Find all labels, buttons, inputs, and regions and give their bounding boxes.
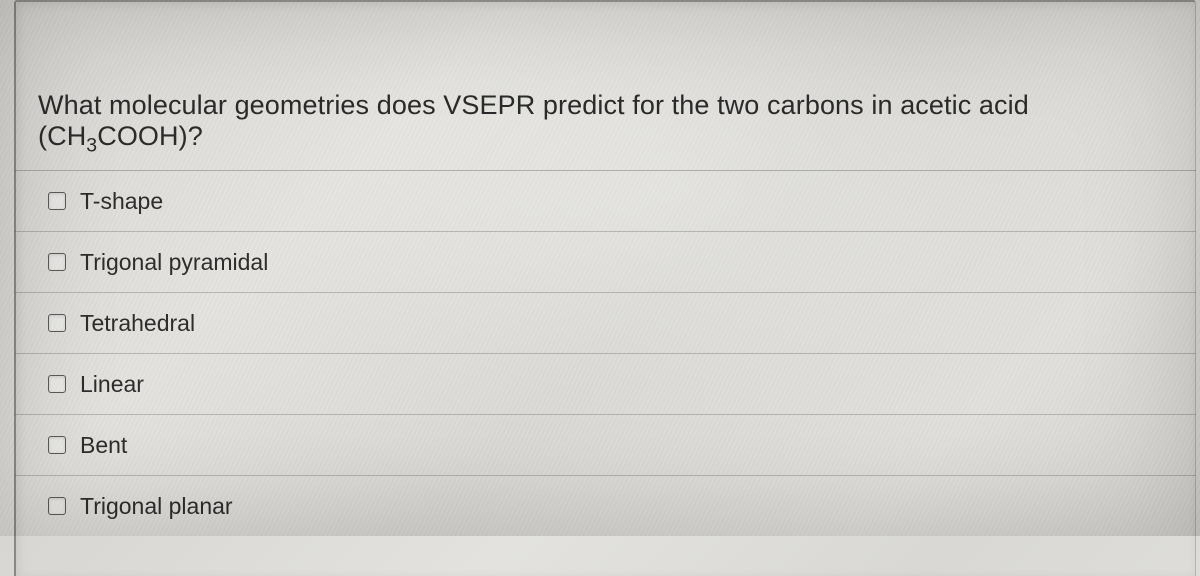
checkbox-icon[interactable] [48,436,66,454]
option-label: T-shape [80,188,163,215]
question-text: What molecular geometries does VSEPR pre… [38,90,1172,152]
option-row[interactable]: Trigonal pyramidal [14,231,1196,292]
question-text-sub: 3 [86,134,97,156]
option-label: Tetrahedral [80,310,195,337]
checkbox-icon[interactable] [48,375,66,393]
option-label: Linear [80,371,144,398]
question-text-post: COOH)? [97,121,203,151]
option-label: Bent [80,432,127,459]
option-row[interactable]: Tetrahedral [14,292,1196,353]
checkbox-icon[interactable] [48,192,66,210]
option-row[interactable]: T-shape [14,170,1196,231]
option-label: Trigonal pyramidal [80,249,268,276]
checkbox-icon[interactable] [48,314,66,332]
option-label: Trigonal planar [80,493,233,520]
option-row[interactable]: Bent [14,414,1196,475]
options-list: T-shape Trigonal pyramidal Tetrahedral L… [14,170,1196,536]
option-row[interactable]: Trigonal planar [14,475,1196,536]
option-row[interactable]: Linear [14,353,1196,414]
checkbox-icon[interactable] [48,253,66,271]
question-area: What molecular geometries does VSEPR pre… [14,0,1196,182]
checkbox-icon[interactable] [48,497,66,515]
